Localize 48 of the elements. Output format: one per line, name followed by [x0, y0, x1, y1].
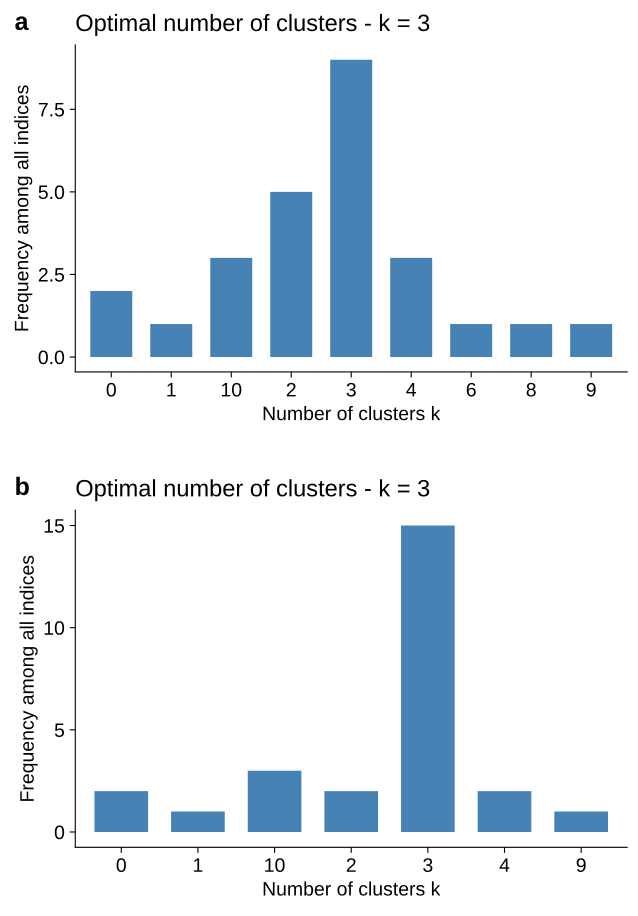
x-tick-label: 0 [116, 858, 126, 872]
bar [450, 324, 492, 358]
y-tick-label: 5.0 [38, 185, 64, 200]
bar [330, 60, 372, 358]
bar [90, 290, 132, 358]
bar [171, 812, 225, 832]
y-tick-label: 7.5 [38, 102, 64, 117]
bar [570, 324, 612, 358]
x-tick-label: 1 [167, 383, 176, 396]
x-tick-label: 8 [526, 382, 536, 397]
bar [324, 791, 378, 832]
bar [248, 770, 302, 832]
bar [210, 258, 252, 358]
bar [554, 812, 608, 832]
bar [94, 791, 148, 832]
text: b [16, 476, 29, 496]
x-axis-title: Number of clusters k [264, 881, 440, 896]
bar [270, 192, 312, 358]
x-tick-label: 2 [346, 858, 356, 872]
x-tick-label: 6 [466, 382, 476, 397]
x-tick-label: 0 [106, 382, 116, 397]
x-tick-label: 3 [423, 858, 432, 872]
x-axis-title: Number of clusters k [264, 406, 440, 420]
bar [150, 324, 192, 358]
y-tick-label: 2.5 [38, 268, 64, 282]
y-tick-label: 0 [54, 825, 64, 840]
x-tick-label: 3 [346, 382, 356, 397]
bar [510, 324, 552, 358]
bar [390, 258, 432, 358]
x-tick-label: 1 [194, 858, 202, 872]
x-tick-label: 4 [406, 383, 416, 396]
text: a [15, 16, 29, 30]
bar [401, 526, 455, 832]
x-tick-label: 10 [222, 382, 242, 397]
x-tick-label: 4 [500, 858, 510, 872]
y-axis-title: Frequency among all indices [20, 556, 38, 801]
x-tick-label: 10 [265, 858, 285, 872]
y-tick-label: 15 [44, 519, 64, 533]
y-tick-label: 0.0 [38, 350, 64, 364]
chart-title: Optimal number of clusters - k = 3 [76, 14, 430, 36]
y-tick-label: 10 [44, 621, 64, 635]
bar [478, 791, 532, 832]
x-tick-label: 2 [286, 382, 296, 396]
x-tick-label: 9 [586, 382, 596, 397]
y-tick-label: 5 [54, 724, 64, 738]
chart-title: Optimal number of clusters - k = 3 [76, 479, 430, 502]
x-tick-label: 9 [576, 858, 586, 872]
y-axis-title: Frequency among all indices [14, 85, 32, 331]
